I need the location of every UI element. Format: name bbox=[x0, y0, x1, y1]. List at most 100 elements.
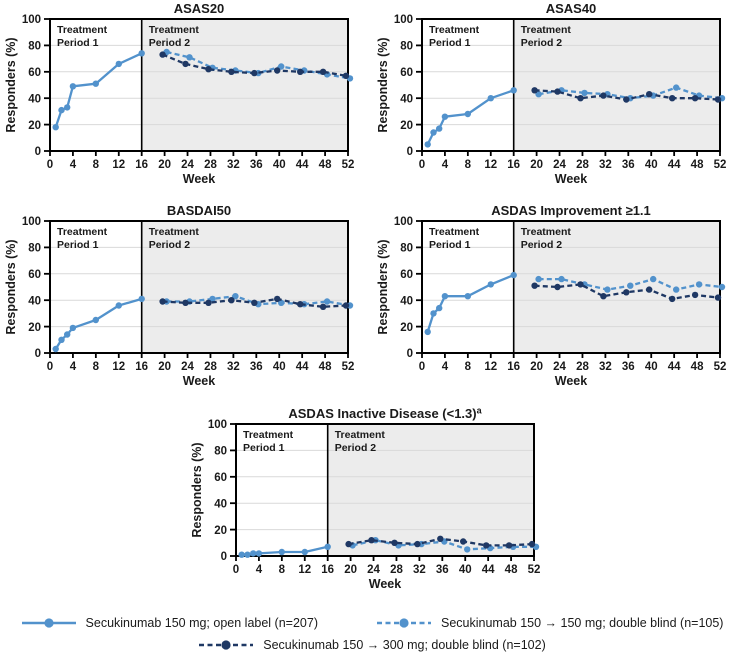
svg-text:32: 32 bbox=[599, 361, 612, 373]
svg-text:80: 80 bbox=[28, 41, 41, 53]
svg-text:40: 40 bbox=[645, 159, 658, 171]
legend-item-150-300: Secukinumab 150 → 300 mg; double blind (… bbox=[198, 637, 546, 653]
dashed-line-marker-icon bbox=[376, 618, 431, 628]
svg-text:80: 80 bbox=[214, 446, 227, 458]
svg-text:Period 2: Period 2 bbox=[149, 239, 191, 251]
svg-text:20: 20 bbox=[344, 564, 357, 576]
svg-text:36: 36 bbox=[622, 159, 635, 171]
svg-text:0: 0 bbox=[233, 564, 239, 576]
svg-text:8: 8 bbox=[93, 361, 100, 373]
svg-text:0: 0 bbox=[221, 551, 227, 563]
svg-text:Period 2: Period 2 bbox=[335, 442, 377, 454]
svg-text:48: 48 bbox=[319, 159, 332, 171]
svg-text:ASDAS Improvement ≥1.1: ASDAS Improvement ≥1.1 bbox=[491, 203, 651, 218]
svg-text:32: 32 bbox=[227, 361, 240, 373]
svg-text:12: 12 bbox=[298, 564, 311, 576]
svg-text:60: 60 bbox=[28, 269, 41, 281]
svg-text:40: 40 bbox=[400, 93, 413, 105]
svg-text:Week: Week bbox=[369, 577, 401, 591]
svg-text:28: 28 bbox=[576, 361, 589, 373]
svg-text:Responders (%): Responders (%) bbox=[376, 37, 390, 132]
legend-label-open-label: Secukinumab 150 mg; open label (n=207) bbox=[85, 616, 318, 630]
legend-item-open-label: Secukinumab 150 mg; open label (n=207) bbox=[21, 615, 318, 631]
svg-text:Week: Week bbox=[555, 172, 587, 186]
chart-row-3: 0 20 40 60 80 100 0 4 8 12 16 20 24 28 32 36 40 44 48 52 Tre… bbox=[0, 405, 744, 605]
svg-text:BASDAI50: BASDAI50 bbox=[167, 203, 231, 218]
svg-text:0: 0 bbox=[407, 348, 413, 360]
svg-text:40: 40 bbox=[400, 295, 413, 307]
svg-text:0: 0 bbox=[407, 146, 413, 158]
solid-line-marker-icon bbox=[21, 618, 76, 628]
svg-text:100: 100 bbox=[394, 216, 413, 228]
svg-text:80: 80 bbox=[28, 243, 41, 255]
svg-text:12: 12 bbox=[484, 361, 497, 373]
svg-text:Treatment: Treatment bbox=[149, 24, 200, 36]
svg-text:28: 28 bbox=[576, 159, 589, 171]
svg-text:44: 44 bbox=[296, 159, 309, 171]
svg-text:4: 4 bbox=[442, 361, 449, 373]
svg-text:ASAS20: ASAS20 bbox=[174, 1, 225, 16]
legend-label-150-300: Secukinumab 150 → 300 mg; double blind (… bbox=[263, 638, 546, 652]
svg-text:Period 1: Period 1 bbox=[57, 37, 99, 49]
svg-text:Treatment: Treatment bbox=[521, 24, 572, 36]
svg-text:40: 40 bbox=[273, 361, 286, 373]
svg-text:40: 40 bbox=[459, 564, 472, 576]
svg-text:40: 40 bbox=[214, 498, 227, 510]
svg-text:Responders (%): Responders (%) bbox=[4, 37, 18, 132]
svg-text:44: 44 bbox=[668, 159, 681, 171]
svg-text:44: 44 bbox=[668, 361, 681, 373]
svg-text:8: 8 bbox=[93, 159, 100, 171]
svg-text:4: 4 bbox=[70, 159, 77, 171]
svg-text:40: 40 bbox=[645, 361, 658, 373]
svg-text:100: 100 bbox=[208, 419, 227, 431]
svg-text:60: 60 bbox=[400, 269, 413, 281]
svg-text:20: 20 bbox=[158, 361, 171, 373]
chart-asdas-inactive-disease: 0 20 40 60 80 100 0 4 8 12 16 20 24 28 32 36 40 44 48 52 Tre… bbox=[186, 405, 558, 605]
chart-basdai50: 0 20 40 60 80 100 0 4 8 12 16 20 24 28 32 36 40 44 48 52 Tre… bbox=[0, 202, 372, 402]
svg-text:24: 24 bbox=[553, 159, 566, 171]
svg-text:52: 52 bbox=[342, 361, 355, 373]
legend-label-150-150: Secukinumab 150 → 150 mg; double blind (… bbox=[440, 616, 724, 630]
svg-text:80: 80 bbox=[400, 243, 413, 255]
svg-text:24: 24 bbox=[181, 361, 194, 373]
svg-text:32: 32 bbox=[599, 159, 612, 171]
svg-text:8: 8 bbox=[279, 564, 286, 576]
svg-text:0: 0 bbox=[35, 348, 41, 360]
svg-text:Period 1: Period 1 bbox=[243, 442, 285, 454]
svg-text:8: 8 bbox=[465, 159, 472, 171]
svg-text:Week: Week bbox=[183, 374, 215, 388]
svg-text:20: 20 bbox=[28, 120, 41, 132]
svg-text:0: 0 bbox=[47, 361, 53, 373]
svg-text:Period 2: Period 2 bbox=[149, 37, 191, 49]
svg-text:20: 20 bbox=[28, 322, 41, 334]
svg-text:24: 24 bbox=[181, 159, 194, 171]
chart-row-2: 0 20 40 60 80 100 0 4 8 12 16 20 24 28 32 36 40 44 48 52 Tre… bbox=[0, 202, 744, 402]
svg-text:20: 20 bbox=[530, 159, 543, 171]
svg-text:36: 36 bbox=[436, 564, 449, 576]
svg-text:Period 1: Period 1 bbox=[429, 239, 471, 251]
svg-text:36: 36 bbox=[250, 159, 263, 171]
legend: Secukinumab 150 mg; open label (n=207) S… bbox=[0, 612, 744, 656]
svg-text:32: 32 bbox=[227, 159, 240, 171]
svg-text:Treatment: Treatment bbox=[521, 226, 572, 238]
svg-text:Period 2: Period 2 bbox=[521, 239, 563, 251]
svg-text:80: 80 bbox=[400, 41, 413, 53]
svg-text:Treatment: Treatment bbox=[335, 429, 386, 441]
svg-text:20: 20 bbox=[214, 525, 227, 537]
svg-text:16: 16 bbox=[135, 159, 148, 171]
svg-text:36: 36 bbox=[622, 361, 635, 373]
svg-text:40: 40 bbox=[273, 159, 286, 171]
svg-text:4: 4 bbox=[256, 564, 263, 576]
svg-text:0: 0 bbox=[419, 361, 425, 373]
svg-text:20: 20 bbox=[400, 322, 413, 334]
svg-text:12: 12 bbox=[484, 159, 497, 171]
svg-text:0: 0 bbox=[419, 159, 425, 171]
svg-text:Treatment: Treatment bbox=[429, 226, 480, 238]
svg-text:Week: Week bbox=[555, 374, 587, 388]
svg-text:Responders (%): Responders (%) bbox=[190, 442, 204, 537]
svg-text:20: 20 bbox=[400, 120, 413, 132]
svg-text:100: 100 bbox=[22, 14, 41, 26]
dashed-line-marker-icon bbox=[199, 640, 254, 650]
